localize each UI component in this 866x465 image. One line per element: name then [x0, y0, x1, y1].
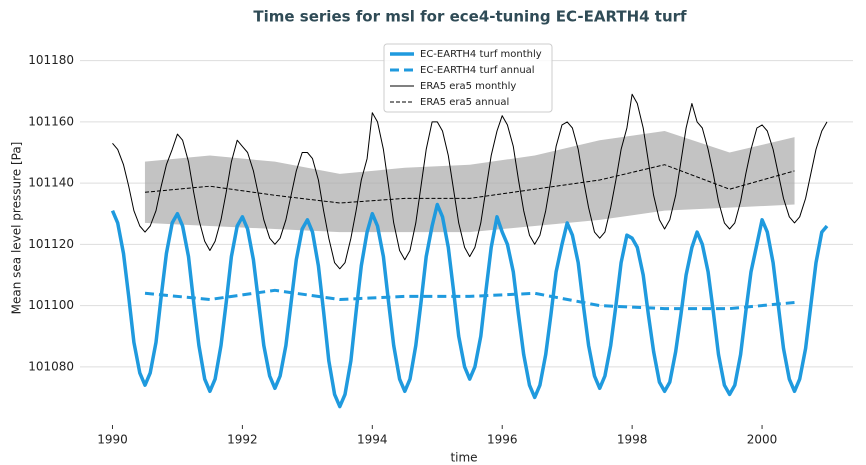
y-tick-label: 101160 — [28, 114, 74, 128]
legend: EC-EARTH4 turf monthly EC-EARTH4 turf ann… — [383, 43, 553, 113]
series-line — [110, 202, 829, 409]
x-tick-label: 1998 — [617, 433, 648, 447]
legend-label: ERA5 era5 monthly — [420, 81, 516, 92]
band — [144, 131, 795, 233]
x-tick-label: 1990 — [97, 433, 128, 447]
x-tick-label: 1992 — [227, 433, 258, 447]
y-tick-label: 101180 — [28, 53, 74, 67]
series-line — [144, 164, 795, 204]
chart-title: Time series for msl for ece4-tuning EC-E… — [253, 8, 687, 26]
x-tick-label: 1996 — [487, 433, 518, 447]
legend-label: EC-EARTH4 turf monthly — [420, 49, 542, 60]
series-line — [112, 93, 828, 270]
y-tick-label: 101140 — [28, 176, 74, 190]
y-tick-label: 101080 — [28, 359, 74, 373]
x-axis-label: time — [450, 451, 477, 465]
x-tick-label: 2000 — [747, 433, 778, 447]
y-tick-label: 101120 — [28, 237, 74, 251]
y-axis-label: Mean sea level pressure [Pa] — [10, 142, 24, 315]
legend-box — [383, 43, 553, 113]
x-tick-label: 1994 — [357, 433, 388, 447]
legend-label: ERA5 era5 annual — [420, 97, 509, 108]
legend-label: EC-EARTH4 turf annual — [420, 65, 535, 76]
y-tick-label: 101100 — [28, 298, 74, 312]
series-line — [144, 288, 795, 311]
